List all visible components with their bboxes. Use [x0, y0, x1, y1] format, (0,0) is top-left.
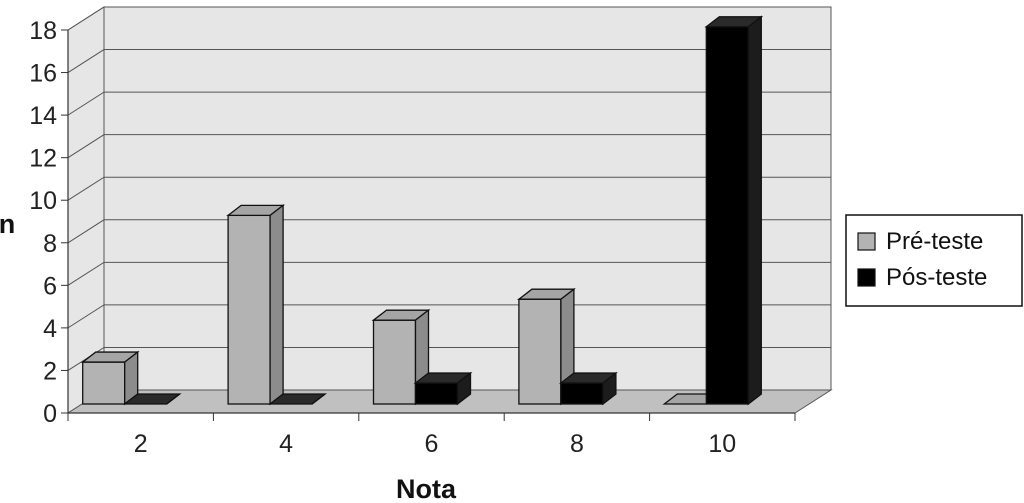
bar-pos-teste-10: [704, 15, 764, 406]
bar-front: [560, 382, 604, 405]
legend-label-pos-teste: Pós-teste: [886, 264, 987, 291]
bar-side: [311, 393, 326, 405]
bar-front: [82, 361, 126, 405]
gridline: [67, 49, 831, 73]
y-tick-label: 10: [29, 187, 57, 215]
bar-side: [747, 15, 762, 406]
y-tick-label: 12: [29, 145, 57, 173]
bar-pos-teste-6: [413, 371, 473, 406]
y-tick-label: 6: [43, 272, 57, 300]
legend-box: [845, 214, 1023, 307]
y-tick-label: 18: [29, 17, 57, 45]
gridlines: [67, 6, 831, 371]
y-tick-labels: 0 2 4 6 8 10 12 14 16 18: [29, 17, 57, 428]
bar-pos-teste-8: [558, 371, 618, 406]
y-axis-title: n: [0, 209, 15, 239]
gridline: [67, 91, 831, 116]
bar-front: [372, 319, 417, 405]
bar-pos-teste-2: [122, 393, 182, 405]
gridline: [67, 261, 831, 286]
legend-swatch-pos-teste: [857, 268, 876, 287]
gridline: [67, 176, 831, 201]
x-tick-label: 10: [708, 430, 736, 458]
bar-front: [227, 214, 271, 405]
bar-front: [518, 298, 562, 405]
x-tick-label: 8: [570, 430, 584, 458]
bar-side: [166, 393, 181, 405]
bar-pre-teste-2: [80, 350, 140, 406]
x-tick-labels: 2 4 6 8 10: [134, 430, 736, 458]
bar-pos-teste-4: [268, 393, 328, 405]
gridline: [67, 134, 831, 159]
bar-side: [269, 204, 284, 406]
gridline: [67, 346, 831, 371]
y-tick-label: 16: [29, 60, 57, 88]
y-tick-label: 8: [43, 230, 57, 258]
bar-front: [705, 26, 749, 405]
x-axis-title: Nota: [396, 474, 457, 503]
gridline: [67, 219, 831, 244]
gridline: [67, 304, 831, 329]
bars: [80, 15, 764, 406]
y-tick-label: 0: [43, 400, 57, 428]
legend-label-pre-teste: Pré-teste: [886, 228, 983, 255]
y-tick-label: 4: [43, 315, 57, 343]
bar-side: [602, 371, 617, 406]
y-tick-label: 2: [43, 357, 57, 385]
bar-front: [414, 382, 459, 405]
bar-pre-teste-4: [226, 204, 286, 406]
y-tick-label: 14: [29, 102, 57, 130]
legend: Pré-teste Pós-teste: [845, 214, 1023, 307]
x-tick-label: 2: [134, 430, 148, 458]
gridline: [67, 6, 831, 31]
x-tick-label: 6: [425, 430, 439, 458]
x-tick-label: 4: [279, 430, 293, 458]
bar-side: [456, 371, 472, 406]
legend-swatch-pre-teste: [857, 232, 876, 251]
axes: [61, 29, 796, 421]
